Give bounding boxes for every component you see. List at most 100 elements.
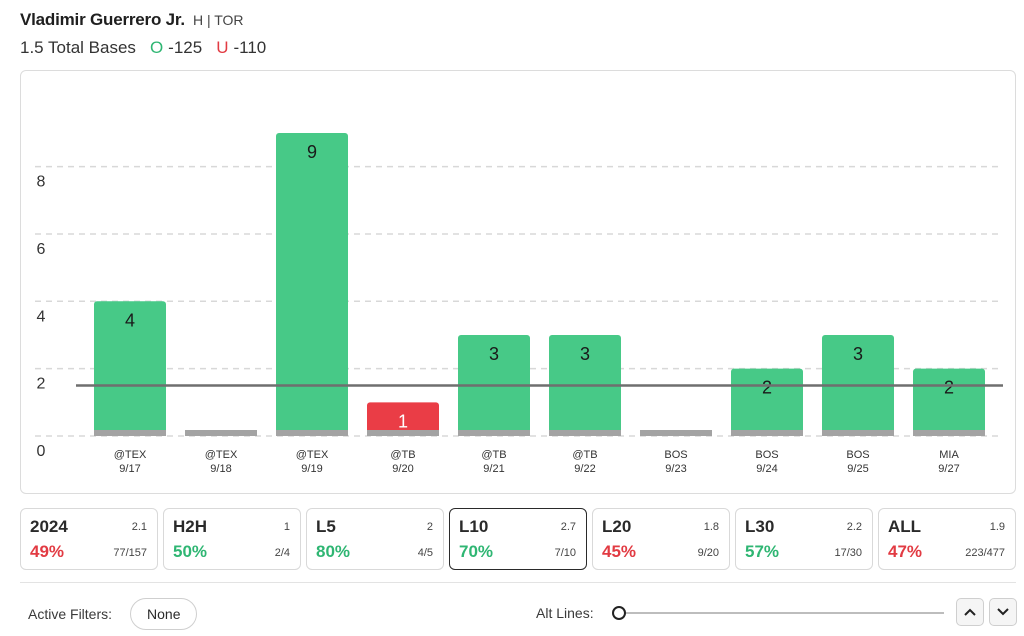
- x-tick-date: 9/27: [938, 463, 959, 475]
- player-line: Vladimir Guerrero Jr. H | TOR: [20, 10, 266, 36]
- chevron-down-icon: [997, 608, 1009, 616]
- bar-base: [822, 430, 894, 436]
- x-tick-opponent: @TB: [572, 449, 597, 461]
- stat-average: 2: [426, 521, 433, 533]
- player-meta: H | TOR: [192, 12, 244, 28]
- stat-average: 1.9: [989, 521, 1005, 533]
- bar-base: [94, 430, 166, 436]
- stat-label: L5: [316, 517, 336, 536]
- x-tick-opponent: BOS: [846, 449, 869, 461]
- stat-card-all[interactable]: ALL 1.9 47% 223/477: [878, 508, 1016, 570]
- stat-hit-count: 9/20: [697, 547, 719, 559]
- header: Vladimir Guerrero Jr. H | TOR 1.5 Total …: [20, 10, 266, 58]
- bar-value-label: 4: [125, 310, 135, 330]
- bar-value-label: 1: [398, 411, 408, 431]
- x-tick-date: 9/19: [301, 463, 322, 475]
- divider: [20, 582, 1016, 583]
- stat-card-2024[interactable]: 2024 2.1 49% 77/157: [20, 508, 158, 570]
- stat-hit-rate: 45%: [602, 542, 637, 561]
- x-tick-opponent: @TEX: [114, 449, 147, 461]
- bar: [94, 301, 166, 436]
- x-tick-date: 9/18: [210, 463, 231, 475]
- stat-card-l20[interactable]: L20 1.8 45% 9/20: [592, 508, 730, 570]
- line-up-button[interactable]: [956, 598, 984, 626]
- stat-label: L30: [745, 517, 775, 536]
- stats-row: 2024 2.1 49% 77/157 H2H 1 50% 2/4 L5 2 80% 4/5 L10 2.…: [20, 508, 1016, 570]
- x-tick-date: 9/25: [847, 463, 868, 475]
- filters-label: Active Filters:: [28, 606, 113, 622]
- over-odds-group[interactable]: O -125: [150, 38, 202, 58]
- chevron-up-icon: [964, 608, 976, 616]
- alt-lines-slider-knob[interactable]: [612, 606, 626, 620]
- stat-card-l5[interactable]: L5 2 80% 4/5: [306, 508, 444, 570]
- x-tick-opponent: @TEX: [205, 449, 238, 461]
- alt-lines-slider-track[interactable]: [620, 612, 944, 614]
- y-tick-label: 0: [37, 443, 46, 460]
- stat-label: 2024: [30, 517, 68, 536]
- stat-average: 2.1: [131, 521, 147, 533]
- under-odds-group[interactable]: U -110: [216, 38, 266, 58]
- bar-base: [640, 430, 712, 436]
- stat-label: L10: [459, 517, 489, 536]
- stat-hit-count: 223/477: [965, 547, 1005, 559]
- bar: [276, 132, 348, 436]
- stat-hit-rate: 70%: [459, 542, 494, 561]
- under-odds: -110: [233, 38, 267, 57]
- stat-hit-count: 17/30: [834, 547, 862, 559]
- bar-base: [731, 430, 803, 436]
- alt-lines-label: Alt Lines:: [536, 605, 594, 621]
- bar-value-label: 3: [853, 344, 863, 364]
- stat-average: 2.2: [846, 521, 862, 533]
- stat-average: 2.7: [560, 521, 576, 533]
- stat-average: 1: [283, 521, 290, 533]
- x-tick-opponent: BOS: [755, 449, 778, 461]
- x-tick-date: 9/23: [665, 463, 686, 475]
- stat-card-l10[interactable]: L10 2.7 70% 7/10: [449, 508, 587, 570]
- bar: [367, 402, 439, 436]
- bar-value-label: 3: [580, 344, 590, 364]
- filters-group: Active Filters: None: [28, 598, 198, 630]
- over-odds: -125: [168, 38, 203, 57]
- prop-label: 1.5 Total Bases: [20, 38, 136, 57]
- x-tick-opponent: MIA: [939, 449, 959, 461]
- stat-hit-count: 4/5: [417, 547, 433, 559]
- stat-average: 1.8: [703, 521, 719, 533]
- stat-hit-rate: 57%: [745, 542, 780, 561]
- stat-hit-rate: 47%: [888, 542, 923, 561]
- stat-hit-count: 77/157: [113, 547, 147, 559]
- bar-base: [367, 430, 439, 436]
- stat-label: L20: [602, 517, 632, 536]
- player-name: Vladimir Guerrero Jr.: [20, 10, 185, 29]
- alt-lines-group: Alt Lines:: [536, 598, 944, 628]
- bar-base: [913, 430, 985, 436]
- stat-hit-rate: 80%: [316, 542, 351, 561]
- x-tick-opponent: @TEX: [296, 449, 329, 461]
- bar-base: [549, 430, 621, 436]
- chart-card: 0 2 4 6 8 4 @TEX 9/17 @TEX 9/18 9 @TEX 9/19 1 @TB 9/20 3…: [20, 70, 1016, 494]
- stat-hit-rate: 49%: [30, 542, 65, 561]
- stat-hit-count: 7/10: [554, 547, 576, 559]
- filters-pill[interactable]: None: [130, 598, 198, 630]
- bar-value-label: 9: [307, 142, 317, 162]
- stat-card-h2h[interactable]: H2H 1 50% 2/4: [163, 508, 301, 570]
- line-down-button[interactable]: [989, 598, 1017, 626]
- x-tick-opponent: BOS: [664, 449, 687, 461]
- bar-base: [185, 430, 257, 436]
- x-tick-date: 9/17: [119, 463, 140, 475]
- x-tick-date: 9/22: [574, 463, 595, 475]
- bar-value-label: 2: [762, 378, 772, 398]
- y-tick-label: 8: [37, 174, 46, 191]
- y-tick-label: 2: [37, 376, 46, 393]
- bar-value-label: 2: [944, 378, 954, 398]
- x-tick-opponent: @TB: [481, 449, 506, 461]
- bar-value-label: 3: [489, 344, 499, 364]
- bar-base: [458, 430, 530, 436]
- stat-label: ALL: [888, 517, 922, 536]
- stat-hit-rate: 50%: [173, 542, 208, 561]
- stat-hit-count: 2/4: [274, 547, 290, 559]
- y-tick-label: 4: [37, 308, 46, 325]
- x-tick-date: 9/24: [756, 463, 777, 475]
- bar-base: [276, 430, 348, 436]
- under-symbol: U: [216, 38, 229, 57]
- stat-card-l30[interactable]: L30 2.2 57% 17/30: [735, 508, 873, 570]
